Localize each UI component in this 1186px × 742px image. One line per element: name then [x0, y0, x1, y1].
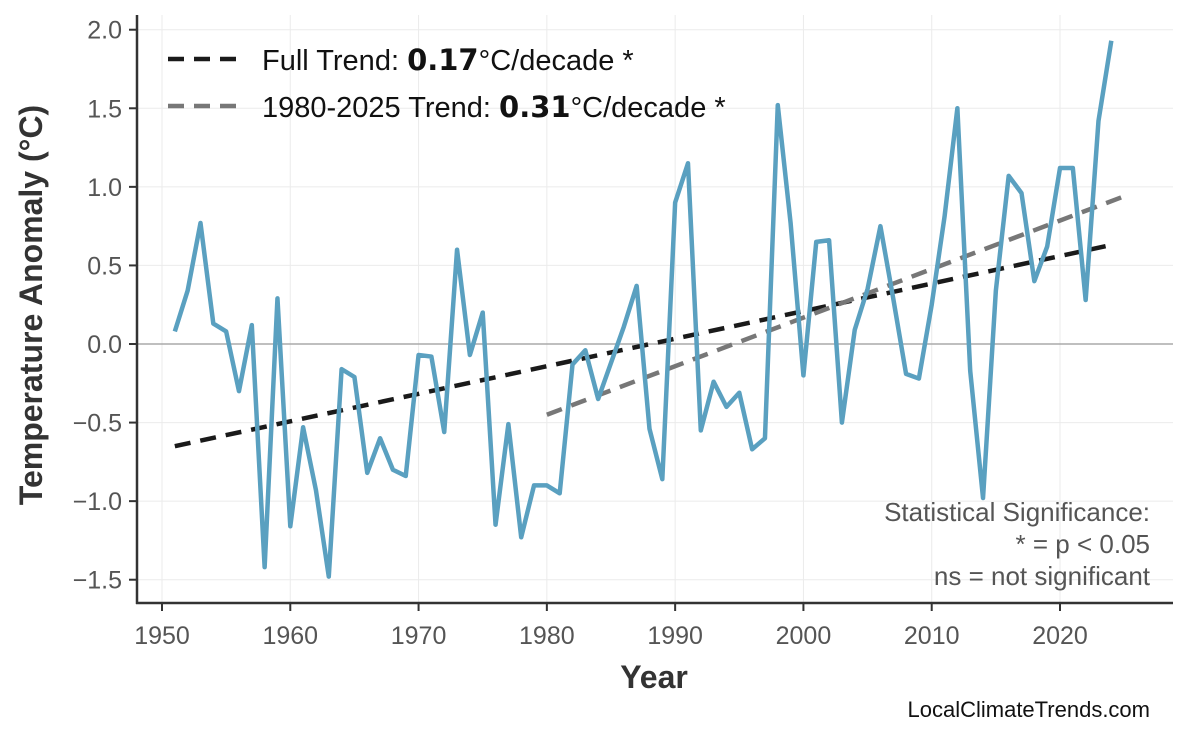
legend-label-0: Full Trend: 0.17°C/decade * — [262, 43, 634, 77]
y-tick-label: −0.5 — [73, 410, 122, 438]
series-lines — [172, 40, 1114, 579]
x-tick-label: 1990 — [647, 622, 703, 650]
legend-rate: 0.31 — [499, 90, 571, 124]
legend: Full Trend: 0.17°C/decade *1980-2025 Tre… — [168, 43, 726, 124]
axes — [135, 15, 1173, 605]
y-tick-label: −1.5 — [73, 567, 122, 595]
ticks: 1950 1960 1970 1980 1990 2000 2010 2020 2.0 1.5 1.… — [73, 17, 1088, 650]
significance-ns: ns = not significant — [934, 561, 1151, 591]
legend-label-1: 1980-2025 Trend: 0.31°C/decade * — [262, 90, 726, 124]
legend-suffix: °C/decade * — [479, 45, 634, 77]
legend-suffix: °C/decade * — [571, 92, 726, 124]
x-tick-label: 2020 — [1032, 622, 1088, 650]
x-axis-label: Year — [620, 659, 688, 695]
x-tick-label: 1980 — [519, 622, 575, 650]
x-tick-label: 1970 — [391, 622, 447, 650]
y-tick-label: −1.0 — [73, 488, 122, 516]
significance-star: * = p < 0.05 — [1016, 529, 1150, 559]
y-tick-label: 2.0 — [87, 17, 122, 45]
y-tick-label: 0.5 — [87, 252, 122, 280]
significance-note: Statistical Significance: * = p < 0.05 n… — [884, 497, 1151, 591]
credit: LocalClimateTrends.com — [908, 697, 1151, 722]
y-tick-label: 1.5 — [87, 95, 122, 123]
temperature-series-line — [172, 40, 1114, 579]
y-tick-label: 0.0 — [87, 331, 122, 359]
x-tick-label: 2010 — [904, 622, 960, 650]
legend-prefix: Full Trend: — [262, 45, 407, 77]
x-tick-label: 2000 — [776, 622, 832, 650]
legend-prefix: 1980-2025 Trend: — [262, 92, 499, 124]
significance-title: Statistical Significance: — [884, 497, 1150, 527]
x-tick-label: 1960 — [262, 622, 318, 650]
y-tick-label: 1.0 — [87, 174, 122, 202]
legend-rate: 0.17 — [407, 43, 479, 77]
y-axis-label: Temperature Anomaly (°C) — [13, 105, 49, 505]
x-tick-label: 1950 — [134, 622, 190, 650]
